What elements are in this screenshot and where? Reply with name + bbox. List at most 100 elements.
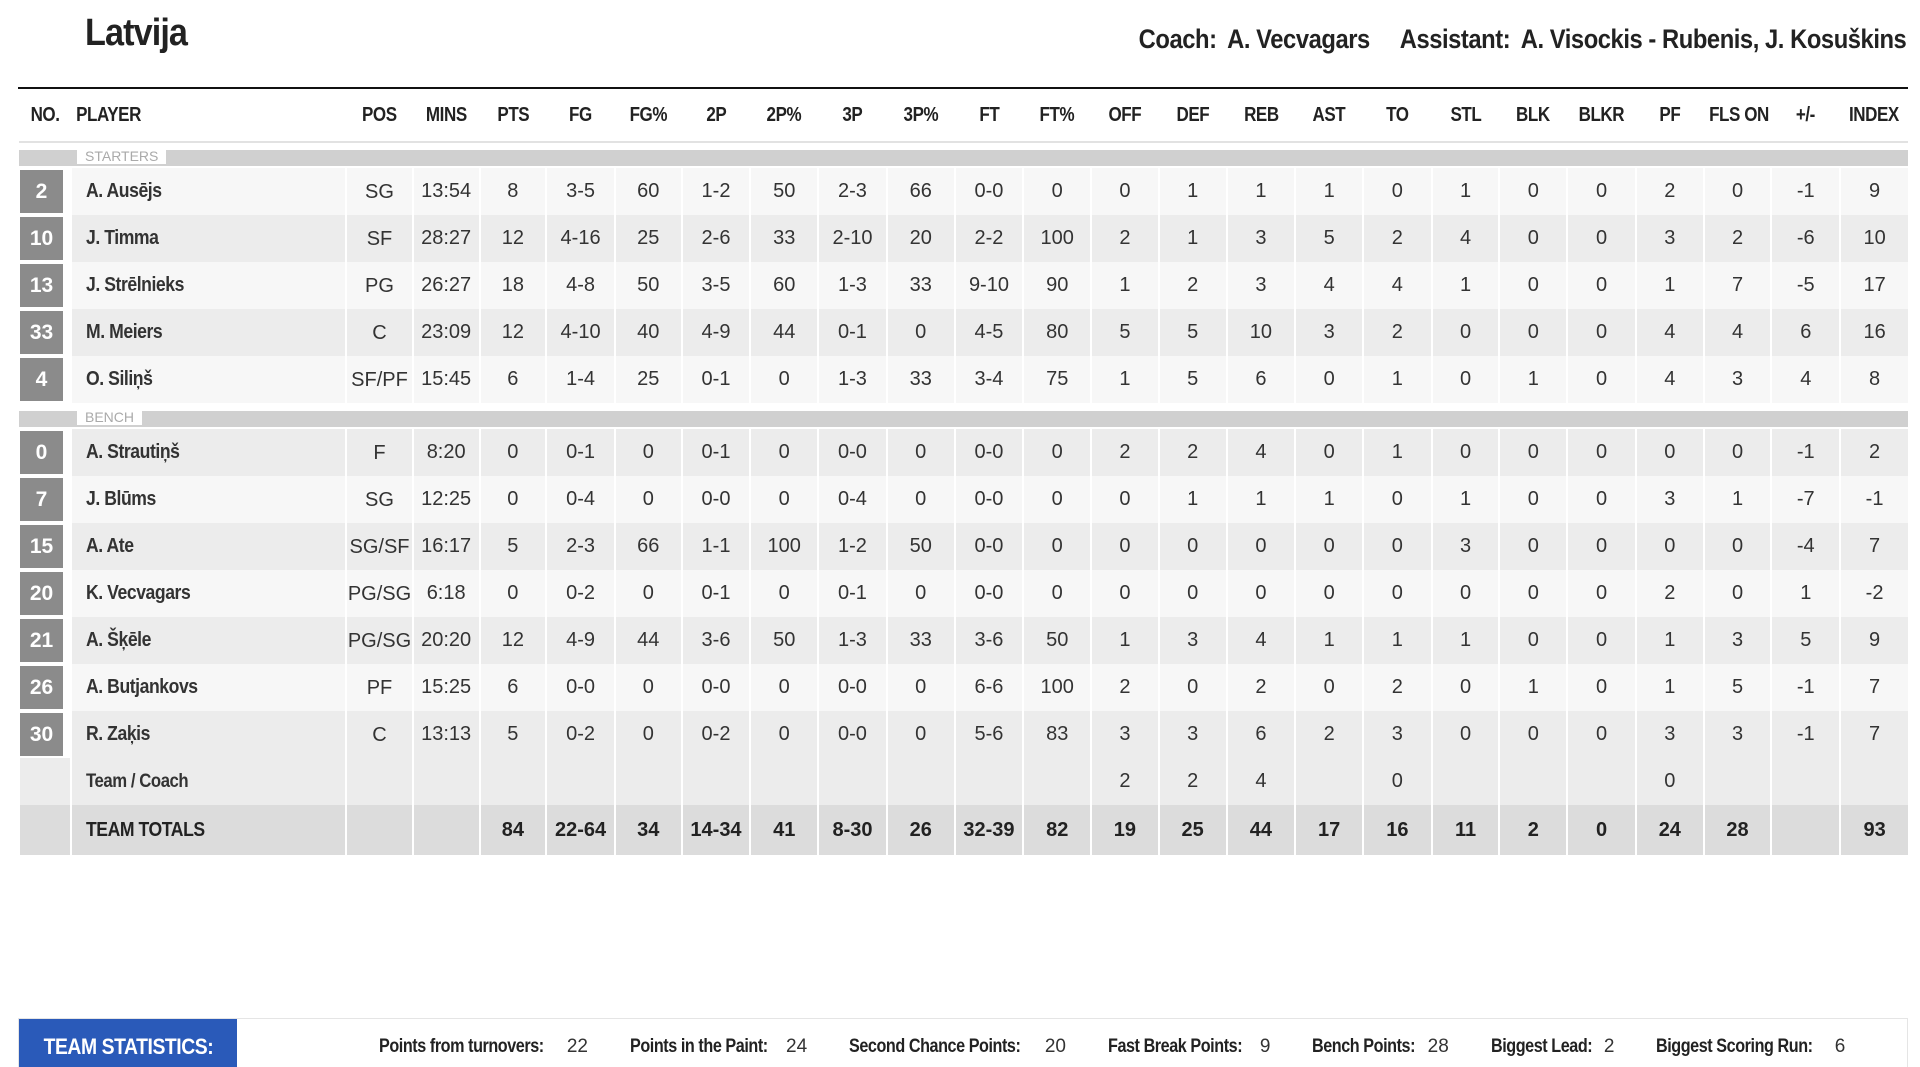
- stat-pts: 0: [478, 429, 547, 476]
- stat-p2p: 44: [749, 309, 819, 356]
- stat-def: 1: [1157, 215, 1227, 262]
- player-name-cell[interactable]: A. Strautiņš: [70, 429, 347, 476]
- player-name-cell[interactable]: J. Blūms: [70, 476, 347, 523]
- starters-section: STARTERS: [19, 142, 1908, 168]
- column-header-blkr[interactable]: BLKR: [1572, 89, 1631, 143]
- team-totals-value: 16: [1386, 818, 1409, 841]
- stat-fgp: 40: [613, 309, 682, 356]
- team-coach-label-cell: Team / Coach: [70, 758, 347, 805]
- team-coach-empty: [1702, 758, 1772, 805]
- player-name[interactable]: O. Siliņš: [86, 368, 153, 390]
- column-header-player[interactable]: PLAYER: [71, 89, 305, 143]
- player-name-cell[interactable]: R. Zaķis: [70, 711, 347, 758]
- player-name[interactable]: A. Butjankovs: [86, 676, 198, 698]
- team-totals-p3p: 26: [885, 805, 955, 855]
- team-statistics-tab[interactable]: TEAM STATISTICS:: [19, 1019, 237, 1067]
- stat-mins: 23:09: [411, 309, 480, 356]
- column-header-pos[interactable]: POS: [351, 89, 408, 143]
- stat-stl: 1: [1430, 262, 1500, 309]
- stat-fg: 2-3: [545, 523, 615, 570]
- column-header-ast[interactable]: AST: [1300, 89, 1358, 143]
- player-number-cell: 7: [17, 476, 72, 523]
- stat-pts: 0: [478, 476, 547, 523]
- stat-blkr: 0: [1566, 215, 1636, 262]
- stat-pm: -1: [1770, 711, 1841, 758]
- stat-ast: 5: [1294, 215, 1363, 262]
- stat-off: 1: [1090, 617, 1159, 664]
- column-header-fg[interactable]: FG: [551, 89, 610, 143]
- column-header-ftp[interactable]: FT%: [1028, 89, 1086, 143]
- coach-name: A. Vecvagars: [1226, 24, 1370, 54]
- stat-pm: -6: [1770, 215, 1841, 262]
- player-name-cell[interactable]: A. Ausējs: [70, 168, 347, 215]
- stat-pts: 8: [478, 168, 547, 215]
- team-totals-off: 19: [1090, 805, 1159, 855]
- team-totals-reb: 44: [1225, 805, 1296, 855]
- stat-p3: 1-3: [817, 262, 887, 309]
- column-header-to[interactable]: TO: [1368, 89, 1427, 143]
- column-header-reb[interactable]: REB: [1231, 89, 1291, 143]
- stat-pf: 3: [1634, 476, 1704, 523]
- team-totals-value: 44: [1249, 818, 1272, 841]
- team-stat-value: 6: [1834, 1036, 1846, 1057]
- stat-reb: 3: [1225, 262, 1296, 309]
- player-name[interactable]: J. Blūms: [86, 488, 156, 510]
- column-header-pf[interactable]: PF: [1641, 89, 1699, 143]
- player-name[interactable]: A. Ausējs: [86, 180, 162, 202]
- player-name[interactable]: A. Šķēle: [86, 629, 152, 651]
- player-name[interactable]: M. Meiers: [86, 321, 163, 343]
- stat-mins: 8:20: [411, 429, 480, 476]
- player-name-cell[interactable]: A. Šķēle: [70, 617, 347, 664]
- team-stat-label: Second Chance Points:: [849, 1036, 1021, 1057]
- column-header-p2[interactable]: 2P: [686, 89, 746, 143]
- stat-ast: 0: [1294, 356, 1363, 403]
- column-header-flson[interactable]: FLS ON: [1708, 89, 1769, 143]
- player-name[interactable]: R. Zaķis: [86, 723, 151, 745]
- player-number: 33: [21, 311, 63, 354]
- bench-section-bar: BENCH: [19, 408, 1908, 427]
- player-name[interactable]: K. Vecvagars: [86, 582, 191, 604]
- column-header-pts[interactable]: PTS: [484, 89, 542, 143]
- team-totals-ast: 17: [1294, 805, 1363, 855]
- column-header-def[interactable]: DEF: [1163, 89, 1222, 143]
- stat-pm: -1: [1770, 664, 1841, 711]
- team-totals-value: 25: [1181, 818, 1204, 841]
- stat-off: 0: [1090, 168, 1159, 215]
- column-header-p3[interactable]: 3P: [823, 89, 882, 143]
- column-header-ft[interactable]: FT: [959, 89, 1019, 143]
- team-statistics-panel: TEAM STATISTICS: Points from turnovers: 2…: [18, 1018, 1908, 1067]
- stat-index: 16: [1839, 309, 1908, 356]
- player-name-cell[interactable]: O. Siliņš: [70, 356, 347, 403]
- column-header-pm[interactable]: +/-: [1776, 89, 1835, 143]
- stat-ft: 0-0: [953, 570, 1024, 617]
- column-header-off[interactable]: OFF: [1096, 89, 1154, 143]
- player-name[interactable]: J. Strēlnieks: [86, 274, 185, 296]
- stat-off: 0: [1090, 476, 1159, 523]
- player-name[interactable]: A. Ate: [86, 535, 134, 557]
- player-name[interactable]: A. Strautiņš: [86, 441, 180, 463]
- team-totals-fg: 22-64: [545, 805, 615, 855]
- stat-index: 9: [1839, 168, 1908, 215]
- stat-flson: 4: [1702, 309, 1772, 356]
- player-name[interactable]: J. Timma: [86, 227, 159, 249]
- team-totals-empty: [411, 805, 480, 855]
- column-header-blk[interactable]: BLK: [1504, 89, 1563, 143]
- column-header-index[interactable]: INDEX: [1845, 89, 1903, 143]
- column-header-p2p[interactable]: 2P%: [755, 89, 814, 143]
- stat-reb: 1: [1225, 476, 1296, 523]
- player-name-cell[interactable]: K. Vecvagars: [70, 570, 347, 617]
- column-header-mins[interactable]: MINS: [417, 89, 475, 143]
- column-header-p3p[interactable]: 3P%: [891, 89, 950, 143]
- column-header-stl[interactable]: STL: [1436, 89, 1495, 143]
- stat-blk: 0: [1498, 476, 1568, 523]
- column-header-no[interactable]: NO.: [22, 89, 68, 143]
- stat-ast: 0: [1294, 429, 1363, 476]
- player-name-cell[interactable]: J. Timma: [70, 215, 347, 262]
- column-header-fgp[interactable]: FG%: [619, 89, 677, 143]
- player-name-cell[interactable]: A. Ate: [70, 523, 347, 570]
- stat-fg: 0-2: [545, 570, 615, 617]
- player-name-cell[interactable]: A. Butjankovs: [70, 664, 347, 711]
- player-name-cell[interactable]: J. Strēlnieks: [70, 262, 347, 309]
- stat-p3: 1-2: [817, 523, 887, 570]
- player-name-cell[interactable]: M. Meiers: [70, 309, 347, 356]
